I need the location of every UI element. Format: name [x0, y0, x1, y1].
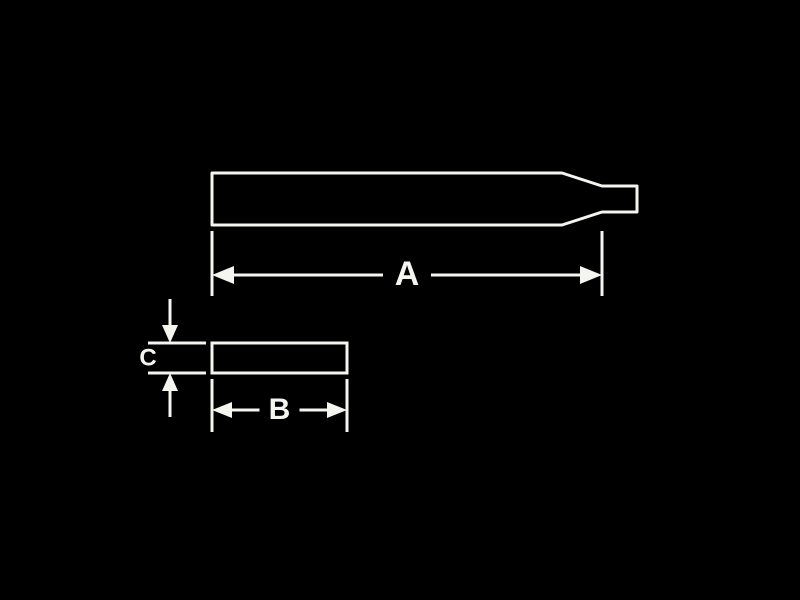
- dimension-c: C: [139, 299, 206, 417]
- dimension-b-label: B: [269, 393, 291, 426]
- diagram-canvas: A B C: [0, 0, 800, 600]
- technical-drawing-svg: A B C: [0, 0, 800, 600]
- large-bar-shape: [212, 173, 637, 225]
- dimension-a: A: [212, 231, 602, 296]
- dimension-a-label: A: [395, 255, 420, 293]
- small-bar-shape: [212, 343, 347, 373]
- dimension-b: B: [212, 379, 347, 432]
- dimension-c-label: C: [139, 344, 156, 371]
